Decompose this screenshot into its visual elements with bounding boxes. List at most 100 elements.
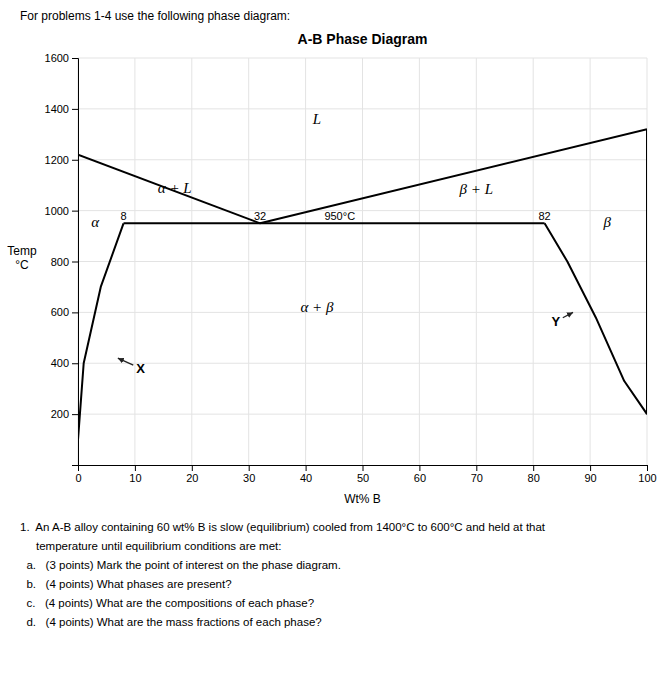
grid-line-y bbox=[78, 58, 647, 59]
y-axis-tick: 1000 bbox=[45, 205, 78, 217]
grid-line-y bbox=[78, 363, 647, 364]
x-axis-tick-label: 60 bbox=[414, 472, 426, 484]
marker-arrow bbox=[563, 312, 573, 317]
x-axis-tick-mark bbox=[306, 465, 307, 471]
phase-boundary bbox=[646, 129, 647, 414]
phase-boundary bbox=[78, 155, 260, 224]
line-label: 82 bbox=[538, 210, 550, 222]
x-axis-tick: 80 bbox=[528, 465, 540, 484]
question-line: a. (3 points) Mark the point of interest… bbox=[20, 559, 341, 571]
question-line: b. (4 points) What phases are present? bbox=[20, 578, 232, 590]
grid-line-y bbox=[78, 159, 647, 160]
x-axis-tick-mark bbox=[476, 465, 477, 471]
region-label: α bbox=[91, 214, 100, 230]
y-axis-title: Temp°C bbox=[7, 244, 37, 272]
y-axis-tick: 200 bbox=[51, 408, 78, 420]
x-axis-tick-label: 90 bbox=[584, 472, 596, 484]
x-axis-tick-mark bbox=[590, 465, 591, 471]
y-axis-tick-label: 1200 bbox=[45, 154, 69, 166]
x-axis-tick: 50 bbox=[357, 465, 369, 484]
region-label: α + β bbox=[300, 299, 333, 315]
x-axis-title: Wt% B bbox=[344, 492, 381, 506]
region-label: α + L bbox=[158, 180, 192, 196]
phase-boundary bbox=[260, 129, 647, 223]
phase-boundary bbox=[124, 222, 545, 224]
chart: For problems 1-4 use the following phase… bbox=[0, 0, 671, 700]
y-axis-line bbox=[72, 59, 79, 466]
x-axis-tick-label: 40 bbox=[300, 472, 312, 484]
y-axis-tick: 600 bbox=[51, 306, 78, 318]
y-axis-tick-mark bbox=[72, 262, 78, 263]
x-axis-tick: 0 bbox=[75, 465, 81, 484]
y-axis-tick: 1400 bbox=[45, 103, 78, 115]
x-axis-tick: 30 bbox=[243, 465, 255, 484]
x-axis-tick-mark bbox=[363, 465, 364, 471]
questions: 1. An A-B alloy containing 60 wt% B is s… bbox=[20, 521, 546, 628]
y-axis-tick: 800 bbox=[51, 256, 78, 268]
phase-boundary bbox=[78, 155, 79, 440]
line-label: 32 bbox=[254, 210, 266, 222]
x-axis-tick: 70 bbox=[471, 465, 483, 484]
region-label: L bbox=[312, 111, 321, 127]
x-axis-tick-label: 80 bbox=[528, 472, 540, 484]
y-axis-tick-label: 600 bbox=[51, 306, 69, 318]
x-axis-line bbox=[79, 466, 648, 472]
question-line: d. (4 points) What are the mass fraction… bbox=[20, 616, 322, 628]
x-axis-tick-label: 10 bbox=[129, 472, 141, 484]
plot: 0 10 20 30 40 50 60 70 80 90 100 200 400 600 800 1000 12… bbox=[7, 52, 656, 506]
region-label: β + L bbox=[459, 181, 493, 197]
marker-label: X bbox=[136, 361, 145, 376]
y-axis: 200 400 600 800 1000 1200 1400 1600 bbox=[45, 52, 79, 465]
y-axis-tick-mark bbox=[72, 312, 78, 313]
y-axis-tick-label: 1000 bbox=[45, 205, 69, 217]
y-axis-tick-label: 1400 bbox=[45, 103, 69, 115]
x-axis: 0 10 20 30 40 50 60 70 80 90 100 bbox=[75, 465, 656, 484]
grid bbox=[78, 58, 647, 465]
y-axis-title-line: Temp bbox=[7, 244, 37, 258]
phase-lines bbox=[78, 129, 647, 439]
line-labels: 832950°C82 bbox=[120, 210, 550, 222]
y-axis-tick-mark bbox=[72, 363, 78, 364]
x-axis-tick-mark bbox=[647, 465, 648, 471]
y-axis-tick-mark bbox=[72, 160, 78, 161]
x-axis-tick: 90 bbox=[584, 465, 596, 484]
x-axis-tick-label: 20 bbox=[186, 472, 198, 484]
y-axis-tick: 400 bbox=[51, 357, 78, 369]
region-labels: Lα + Lβ + Lαβα + β bbox=[91, 111, 611, 315]
marker-label: Y bbox=[552, 314, 561, 329]
marker-arrow bbox=[118, 358, 133, 365]
x-axis-tick-label: 50 bbox=[357, 472, 369, 484]
y-axis-tick-label: 200 bbox=[51, 408, 69, 420]
question-line: temperature until equilibrium conditions… bbox=[20, 540, 281, 552]
title: A-B Phase Diagram bbox=[298, 31, 428, 47]
line-label: 950°C bbox=[324, 210, 355, 222]
x-axis-tick-label: 0 bbox=[75, 472, 81, 484]
grid-line-x bbox=[647, 58, 648, 465]
y-axis-tick-mark bbox=[72, 109, 78, 110]
x-axis-tick: 20 bbox=[186, 465, 198, 484]
y-axis-tick: 1200 bbox=[45, 154, 78, 166]
y-axis-tick-mark bbox=[72, 58, 78, 59]
y-axis-tick-mark bbox=[72, 414, 78, 415]
x-axis-tick-label: 30 bbox=[243, 472, 255, 484]
y-axis-tick-label: 1600 bbox=[45, 52, 69, 64]
y-axis-tick: 1600 bbox=[45, 52, 78, 64]
point-markers: XY bbox=[118, 312, 573, 375]
x-axis-tick-label: 70 bbox=[471, 472, 483, 484]
x-axis-tick-mark bbox=[135, 465, 136, 471]
phase-boundary bbox=[78, 223, 124, 439]
x-axis-tick-label: 100 bbox=[638, 472, 656, 484]
y-axis-title-line: °C bbox=[15, 258, 29, 272]
question-line: c. (4 points) What are the compositions … bbox=[20, 597, 314, 609]
grid-line-y bbox=[78, 261, 647, 262]
x-axis-tick: 40 bbox=[300, 465, 312, 484]
x-axis-tick: 60 bbox=[414, 465, 426, 484]
x-axis-tick-mark bbox=[419, 465, 420, 471]
x-axis-tick: 10 bbox=[129, 465, 141, 484]
y-axis-tick-mark bbox=[72, 211, 78, 212]
question-line: 1. An A-B alloy containing 60 wt% B is s… bbox=[20, 521, 546, 533]
header: For problems 1-4 use the following phase… bbox=[20, 9, 290, 23]
phase-boundary bbox=[545, 223, 647, 414]
x-axis-tick: 100 bbox=[638, 465, 656, 484]
x-axis-tick-mark bbox=[249, 465, 250, 471]
